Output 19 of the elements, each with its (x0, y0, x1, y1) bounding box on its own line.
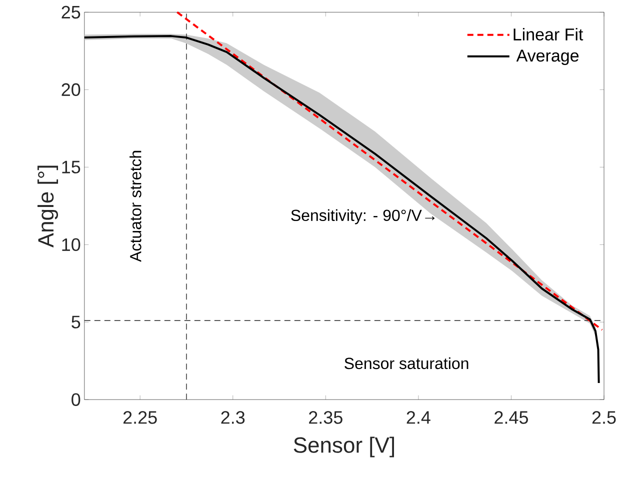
x-tick-label: 2.45 (494, 411, 528, 424)
x-tick-label: 2.3 (221, 411, 245, 424)
y-tick-label: 0 (72, 393, 80, 406)
legend-label: Linear Fit (514, 28, 584, 40)
legend-label: Average (516, 50, 579, 66)
y-tick-label: 10 (62, 238, 80, 252)
x-tick-label: 2.25 (123, 411, 157, 424)
x-tick-label: 2.5 (592, 411, 616, 424)
ref-line-label: Sensor saturation (344, 357, 468, 370)
ref-line-label: Actuator stretch (130, 150, 142, 262)
y-tick-label: 20 (62, 83, 80, 96)
annotation: Sensitivity: - 90°/V→ (291, 209, 435, 224)
y-tick-label: 5 (72, 316, 80, 328)
y-tick-label: 25 (62, 6, 80, 19)
y-tick-label: 15 (62, 160, 80, 174)
x-tick-label: 2.4 (406, 411, 430, 424)
x-tick-label: 2.35 (309, 411, 342, 424)
x-axis-title: Sensor [V] (294, 436, 394, 458)
y-axis-title: Angle [°] (38, 166, 58, 248)
